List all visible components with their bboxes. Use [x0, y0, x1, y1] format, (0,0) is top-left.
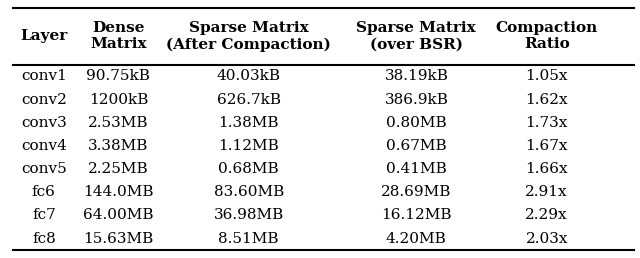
- Text: Dense
Matrix: Dense Matrix: [90, 21, 147, 51]
- Text: fc6: fc6: [32, 185, 56, 199]
- Text: 2.91x: 2.91x: [525, 185, 568, 199]
- Text: conv5: conv5: [21, 162, 67, 176]
- Text: 2.53MB: 2.53MB: [88, 116, 148, 130]
- Text: 2.03x: 2.03x: [525, 232, 568, 246]
- Text: 83.60MB: 83.60MB: [214, 185, 284, 199]
- Text: 4.20MB: 4.20MB: [386, 232, 447, 246]
- Text: 2.29x: 2.29x: [525, 208, 568, 222]
- Text: 0.80MB: 0.80MB: [386, 116, 447, 130]
- Text: Layer: Layer: [20, 29, 67, 43]
- Text: conv3: conv3: [21, 116, 67, 130]
- Text: conv4: conv4: [21, 139, 67, 153]
- Text: conv1: conv1: [21, 69, 67, 83]
- Text: 0.41MB: 0.41MB: [386, 162, 447, 176]
- Text: 64.00MB: 64.00MB: [83, 208, 154, 222]
- Text: 144.0MB: 144.0MB: [83, 185, 154, 199]
- Text: Compaction
Ratio: Compaction Ratio: [495, 21, 598, 51]
- Text: Sparse Matrix
(After Compaction): Sparse Matrix (After Compaction): [166, 21, 331, 52]
- Text: 1.62x: 1.62x: [525, 93, 568, 107]
- Text: 28.69MB: 28.69MB: [381, 185, 451, 199]
- Text: fc8: fc8: [32, 232, 56, 246]
- Text: 0.68MB: 0.68MB: [218, 162, 279, 176]
- Text: Sparse Matrix
(over BSR): Sparse Matrix (over BSR): [356, 21, 476, 51]
- Text: 0.67MB: 0.67MB: [386, 139, 447, 153]
- Text: 36.98MB: 36.98MB: [214, 208, 284, 222]
- Text: 1200kB: 1200kB: [89, 93, 148, 107]
- Text: 8.51MB: 8.51MB: [218, 232, 279, 246]
- Text: 626.7kB: 626.7kB: [217, 93, 281, 107]
- Text: 2.25MB: 2.25MB: [88, 162, 148, 176]
- Text: 1.05x: 1.05x: [525, 69, 568, 83]
- Text: 40.03kB: 40.03kB: [217, 69, 281, 83]
- Text: 1.73x: 1.73x: [525, 116, 568, 130]
- Text: 1.38MB: 1.38MB: [218, 116, 279, 130]
- Text: 1.66x: 1.66x: [525, 162, 568, 176]
- Text: 1.67x: 1.67x: [525, 139, 568, 153]
- Text: 90.75kB: 90.75kB: [86, 69, 150, 83]
- Text: 16.12MB: 16.12MB: [381, 208, 452, 222]
- Text: 15.63MB: 15.63MB: [83, 232, 154, 246]
- Text: conv2: conv2: [21, 93, 67, 107]
- Text: fc7: fc7: [32, 208, 56, 222]
- Text: 386.9kB: 386.9kB: [385, 93, 448, 107]
- Text: 3.38MB: 3.38MB: [88, 139, 148, 153]
- Text: 38.19kB: 38.19kB: [385, 69, 448, 83]
- Text: 1.12MB: 1.12MB: [218, 139, 279, 153]
